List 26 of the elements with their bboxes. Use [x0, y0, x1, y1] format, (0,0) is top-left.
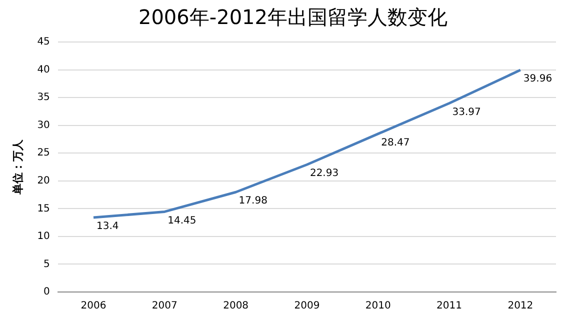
x-tick-label: 2011: [436, 300, 462, 312]
data-label: 13.4: [96, 221, 119, 232]
y-tick-label: 5: [44, 258, 50, 270]
y-tick-label: 40: [37, 64, 50, 76]
y-tick-label: 0: [44, 286, 50, 298]
y-tick-label: 20: [37, 175, 50, 186]
y-tick-label: 10: [37, 231, 50, 242]
x-tick-label: 2007: [152, 300, 178, 312]
x-tick-label: 2006: [80, 300, 106, 312]
y-axis-title: 单位：万人: [11, 138, 24, 196]
data-label: 39.96: [523, 74, 552, 85]
y-tick-label: 45: [37, 36, 50, 48]
chart-title: 2006年-2012年出国留学人数变化: [137, 4, 448, 31]
y-tick-label: 30: [37, 120, 50, 131]
data-label: 14.45: [168, 215, 196, 226]
x-tick-label: 2012: [508, 300, 534, 312]
y-tick-label: 15: [37, 203, 50, 214]
x-tick-label: 2008: [223, 300, 249, 312]
x-tick-label: 2010: [365, 300, 391, 312]
y-tick-label: 35: [37, 92, 50, 104]
data-label: 33.97: [452, 106, 481, 118]
data-label: 28.47: [381, 137, 410, 148]
y-tick-label: 25: [37, 148, 50, 159]
x-tick-label: 2009: [294, 300, 320, 312]
data-label: 22.93: [310, 168, 339, 180]
data-label: 17.98: [238, 196, 268, 207]
